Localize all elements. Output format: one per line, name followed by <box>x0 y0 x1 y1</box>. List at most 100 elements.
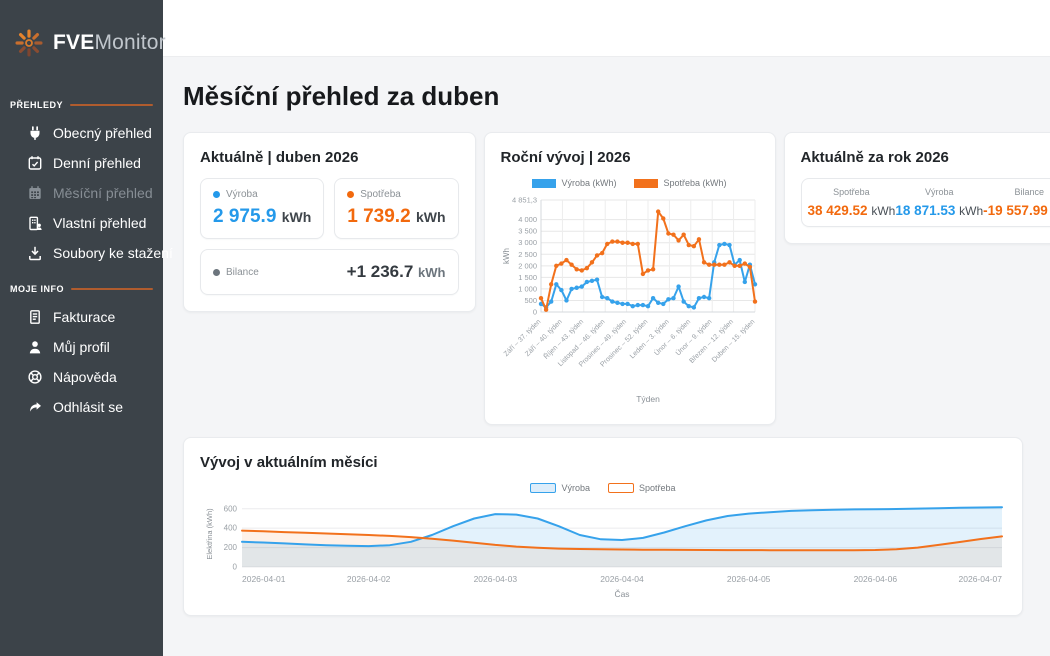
legend-entry[interactable]: Výroba <box>530 483 590 493</box>
sidebar-section-prehledy: PŘEHLEDY Obecný přehled Denní přehled Mě… <box>0 100 173 268</box>
svg-text:2026-04-03: 2026-04-03 <box>474 574 518 584</box>
brand-text: FVEMonitor <box>53 31 166 55</box>
sidebar-item-label: Fakturace <box>53 309 116 325</box>
svg-text:4 851,3: 4 851,3 <box>511 196 536 205</box>
year-stat-vyroba: Výroba 18 871.53 kWh <box>895 187 983 218</box>
section-label-text: MOJE INFO <box>10 284 65 294</box>
page-title: Měsíční přehled za duben <box>183 81 500 111</box>
stat-unit: kWh <box>959 204 984 218</box>
sidebar-item-vlastni-prehled[interactable]: Vlastní přehled <box>10 208 153 238</box>
stat-unit: kWh <box>871 204 896 218</box>
svg-text:0: 0 <box>233 563 238 572</box>
stat-value: 2 975.9 kWh <box>213 206 311 228</box>
card-year-chart-title: Roční vývoj | 2026 <box>500 149 631 166</box>
topbar <box>163 0 1050 57</box>
svg-text:400: 400 <box>224 524 238 533</box>
legend-label: Spotřeba (kWh) <box>663 178 727 188</box>
legend-entry[interactable]: Výroba (kWh) <box>532 178 616 188</box>
sidebar-item-soubory-ke-stazeni[interactable]: Soubory ke stažení <box>10 238 173 268</box>
svg-text:600: 600 <box>224 504 238 513</box>
year-stat-bilance: Bilance -19 557.99 kWh <box>983 187 1050 218</box>
sidebar-item-label: Soubory ke stažení <box>53 245 173 261</box>
svg-text:Duben – 15. týden: Duben – 15. týden <box>711 318 756 363</box>
legend-label: Výroba (kWh) <box>561 178 617 188</box>
legend-entry[interactable]: Spotřeba (kWh) <box>634 178 727 188</box>
card-year-chart: Roční vývoj | 2026 Výroba (kWh) Spotřeba … <box>483 132 776 425</box>
svg-text:Únor – 6. týden: Únor – 6. týden <box>651 317 691 357</box>
legend-label: Spotřeba <box>639 483 676 493</box>
sidebar-item-label: Denní přehled <box>53 155 141 171</box>
brand-bold: FVE <box>53 31 95 54</box>
brand-light: Monitor <box>94 31 166 54</box>
svg-text:500: 500 <box>524 296 537 305</box>
brand-logo[interactable]: FVEMonitor <box>0 0 166 84</box>
vyroba-dot-icon <box>213 191 220 198</box>
svg-text:Září – 37. týden: Září – 37. týden <box>502 318 542 358</box>
stat-label: Bilance <box>1014 187 1045 197</box>
sidebar-item-label: Vlastní přehled <box>53 215 147 231</box>
section-divider <box>71 288 153 290</box>
user-icon <box>27 339 43 355</box>
section-divider <box>70 104 153 106</box>
sidebar-section-label-prehledy: PŘEHLEDY <box>10 100 153 110</box>
sidebar-item-obecny-prehled[interactable]: Obecný přehled <box>10 118 153 148</box>
stat-label: Výroba <box>226 189 258 200</box>
stat-tile-vyroba: Výroba 2 975.9 kWh <box>200 178 325 239</box>
month-chart-svg[interactable]: 600 400 200 0 2026-04-01 2026-04-02 2026-04-03… <box>200 495 1008 599</box>
logout-icon <box>27 399 43 415</box>
stat-number: 2 975.9 <box>213 206 277 227</box>
sidebar-item-muj-profil[interactable]: Můj profil <box>10 332 153 362</box>
svg-text:4 000: 4 000 <box>518 215 537 224</box>
bilance-dot-icon <box>213 268 220 276</box>
stat-number: 38 429.52 <box>807 203 868 218</box>
year-chart-legend: Výroba (kWh) Spotřeba (kWh) <box>501 178 759 188</box>
starburst-icon <box>12 26 46 60</box>
stat-label: Spotřeba <box>833 187 870 197</box>
stat-number: 1 739.2 <box>347 206 411 227</box>
svg-text:2026-04-07: 2026-04-07 <box>959 574 1003 584</box>
card-month-chart-title: Vývoj v aktuálním měsíci <box>200 454 378 471</box>
main-area: Měsíční přehled za duben Aktuálně | dube… <box>163 0 1050 656</box>
sidebar-item-napoveda[interactable]: Nápověda <box>10 362 153 392</box>
svg-text:0: 0 <box>532 308 536 317</box>
sidebar-item-mesicni-prehled[interactable]: Měsíční přehled <box>10 178 153 208</box>
card-current-month: Aktuálně | duben 2026 Výroba 2 975.9 kWh <box>183 132 476 312</box>
card-current-month-title: Aktuálně | duben 2026 <box>200 149 359 166</box>
svg-text:2026-04-05: 2026-04-05 <box>727 574 771 584</box>
sidebar-item-fakturace[interactable]: Fakturace <box>10 302 153 332</box>
download-icon <box>27 245 43 261</box>
svg-text:Elektřina (kWh): Elektřina (kWh) <box>205 508 214 560</box>
legend-entry[interactable]: Spotřeba <box>608 483 676 493</box>
stat-tile-spotreba: Spotřeba 1 739.2 kWh <box>334 178 459 239</box>
sidebar: FVEMonitor PŘEHLEDY Obecný přehled Denní… <box>0 0 173 656</box>
stat-tile-bilance: Bilance +1 236.7 kWh <box>200 249 459 295</box>
sidebar-item-odhlasit-se[interactable]: Odhlásit se <box>10 392 153 422</box>
sidebar-item-label: Nápověda <box>53 369 117 385</box>
svg-text:200: 200 <box>224 543 238 552</box>
card-current-year-title: Aktuálně za rok 2026 <box>800 149 949 166</box>
card-current-year: Aktuálně za rok 2026 Spotřeba 38 429.52 … <box>783 132 1050 244</box>
svg-text:2026-04-06: 2026-04-06 <box>854 574 898 584</box>
svg-text:Únor – 9. týden: Únor – 9. týden <box>673 317 713 357</box>
stat-unit: kWh <box>281 209 312 225</box>
svg-text:3 500: 3 500 <box>518 227 537 236</box>
year-chart-svg[interactable]: 4 851,3 4 000 3 500 3 000 2 500 2 000 1 500 1 0… <box>501 190 761 408</box>
stat-label: Spotřeba <box>360 189 401 200</box>
legend-swatch-icon <box>608 483 634 493</box>
svg-text:Týden: Týden <box>636 394 660 404</box>
sidebar-section-moje-info: MOJE INFO Fakturace Můj profil Nápověda <box>0 284 163 422</box>
svg-text:Září – 40. týden: Září – 40. týden <box>524 318 564 358</box>
stat-unit: kWh <box>418 265 446 280</box>
stat-label: Výroba <box>924 187 954 197</box>
legend-swatch-icon <box>634 178 659 188</box>
tile-row: Výroba 2 975.9 kWh Spotřeba <box>200 178 459 239</box>
stat-number: -19 557.99 <box>983 203 1048 218</box>
calendar-grid-icon <box>27 185 43 201</box>
legend-label: Výroba <box>561 483 590 493</box>
stat-label: Bilance <box>226 266 259 278</box>
svg-text:Leden – 3. týden: Leden – 3. týden <box>628 318 670 360</box>
sidebar-item-denni-prehled[interactable]: Denní přehled <box>10 148 153 178</box>
svg-text:2 500: 2 500 <box>518 250 537 259</box>
section-label-text: PŘEHLEDY <box>10 100 64 110</box>
